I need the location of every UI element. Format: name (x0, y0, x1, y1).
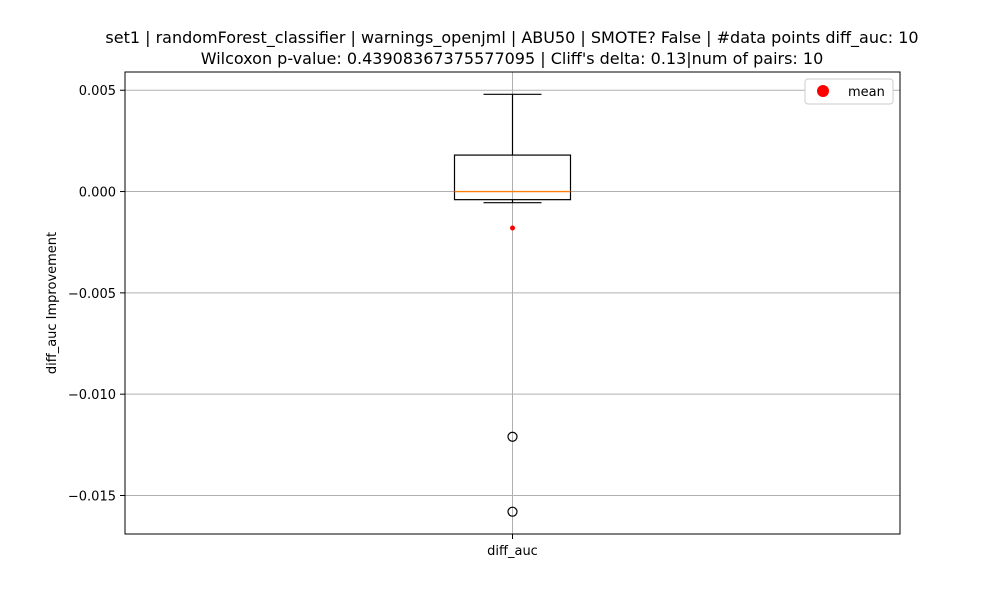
legend-frame (804, 78, 894, 105)
y-tick-label: 0.005 (79, 84, 116, 99)
x-axis-ticks: diff_auc (487, 534, 538, 559)
chart-title-line2: Wilcoxon p-value: 0.43908367375577095 | … (201, 49, 824, 68)
outlier-point (507, 431, 518, 442)
y-tick-label: −0.015 (68, 490, 116, 505)
y-tick-label: 0.000 (79, 186, 116, 201)
y-axis-label: diff_auc Improvement (45, 232, 60, 374)
y-axis-ticks: 0.005 0.000 −0.005 −0.010 −0.015 (68, 84, 125, 505)
legend-mean-marker (817, 85, 829, 97)
x-tick-label: diff_auc (487, 544, 538, 559)
box-group (453, 93, 572, 517)
y-tick-label: −0.005 (68, 287, 116, 302)
legend: mean (804, 78, 894, 105)
outlier-point (507, 506, 518, 517)
y-tick-label: −0.010 (68, 388, 116, 403)
plot-area-frame (124, 71, 901, 535)
legend-mean-label: mean (848, 85, 885, 100)
chart-title-line1: set1 | randomForest_classifier | warning… (105, 28, 918, 48)
iqr-box (453, 154, 572, 201)
mean-marker (510, 225, 515, 231)
